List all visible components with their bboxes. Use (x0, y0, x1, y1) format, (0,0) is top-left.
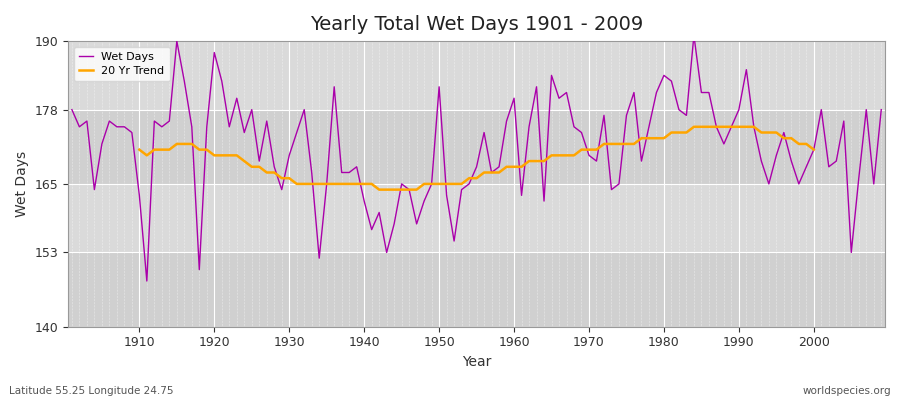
Text: Latitude 55.25 Longitude 24.75: Latitude 55.25 Longitude 24.75 (9, 386, 174, 396)
Line: 20 Yr Trend: 20 Yr Trend (140, 127, 814, 190)
Wet Days (141, 279, 152, 284)
Wet Days (516, 193, 526, 198)
X-axis label: Year: Year (462, 355, 491, 369)
Line: Wet Days: Wet Days (72, 35, 881, 281)
Bar (68, 41, 885, 110)
Bar (68, 252, 885, 327)
20 Yr Trend (292, 182, 302, 186)
Wet Days (876, 107, 886, 112)
20 Yr Trend (306, 182, 317, 186)
20 Yr Trend (134, 147, 145, 152)
Title: Yearly Total Wet Days 1901 - 2009: Yearly Total Wet Days 1901 - 2009 (310, 15, 644, 34)
Bar (68, 110, 885, 184)
20 Yr Trend (808, 147, 819, 152)
Text: worldspecies.org: worldspecies.org (803, 386, 891, 396)
20 Yr Trend (718, 124, 729, 129)
Wet Days (67, 107, 77, 112)
Y-axis label: Wet Days: Wet Days (15, 151, 29, 217)
Wet Days (688, 33, 699, 38)
Wet Days (127, 130, 138, 135)
Wet Days (299, 107, 310, 112)
Wet Days (508, 96, 519, 101)
Wet Days (344, 170, 355, 175)
Legend: Wet Days, 20 Yr Trend: Wet Days, 20 Yr Trend (74, 47, 170, 81)
Bar (68, 184, 885, 252)
20 Yr Trend (801, 142, 812, 146)
20 Yr Trend (531, 159, 542, 164)
20 Yr Trend (374, 187, 384, 192)
Wet Days (606, 187, 616, 192)
20 Yr Trend (216, 153, 227, 158)
20 Yr Trend (688, 124, 699, 129)
